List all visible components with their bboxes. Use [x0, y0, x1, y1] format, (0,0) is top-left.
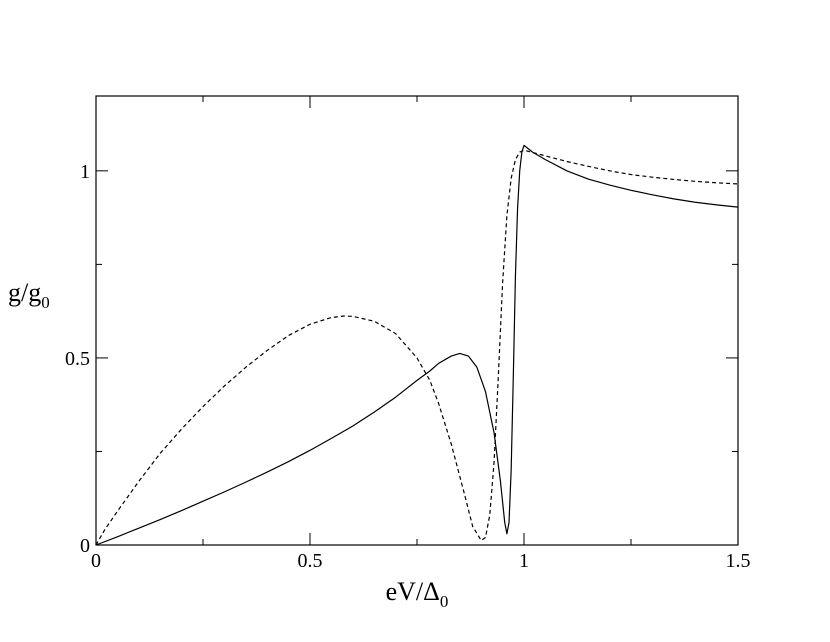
y-tick-label: 1: [80, 161, 90, 183]
y-axis-title-sub: 0: [41, 293, 50, 312]
x-tick-label: 1.5: [726, 550, 751, 572]
plot-frame: [95, 95, 739, 546]
y-tick-label: 0.5: [65, 348, 90, 370]
solid-series-line: [95, 144, 739, 546]
x-axis-title-main: eV/Δ: [386, 577, 440, 606]
y-tick-label: 0: [80, 535, 90, 557]
x-axis-title: eV/Δ0: [386, 577, 449, 611]
x-tick-label: 1: [519, 550, 529, 572]
x-tick-label: 0: [91, 550, 101, 572]
x-tick-label: 0.5: [298, 550, 323, 572]
y-axis-title-main: g/g: [8, 278, 41, 307]
y-axis-title: g/g0: [8, 278, 50, 312]
x-axis-title-sub: 0: [440, 592, 449, 611]
axis-ticks: [95, 96, 739, 546]
series-layer: [95, 144, 739, 546]
dashed-series-line: [95, 149, 739, 546]
tick-labels: 0 0.5 1 1.5 0 0.5 1: [65, 161, 751, 572]
